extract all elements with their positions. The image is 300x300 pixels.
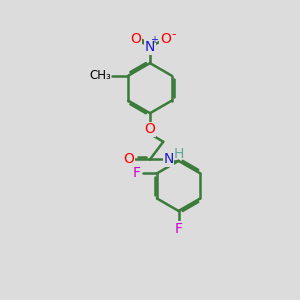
Text: O: O [130, 32, 141, 46]
Text: CH₃: CH₃ [89, 69, 111, 82]
Text: F: F [133, 167, 141, 180]
Text: +: + [150, 35, 158, 46]
Text: -: - [171, 28, 176, 41]
Text: N: N [145, 40, 155, 54]
Text: H: H [173, 147, 184, 161]
Text: O: O [145, 122, 155, 136]
Text: F: F [175, 222, 183, 236]
Text: O: O [160, 32, 171, 46]
Text: N: N [164, 152, 174, 167]
Text: O: O [123, 152, 134, 167]
